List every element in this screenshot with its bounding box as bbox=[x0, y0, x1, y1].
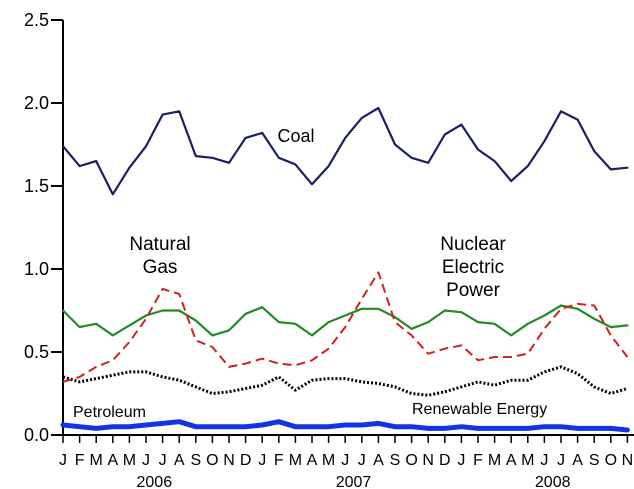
x-tick-label: D bbox=[240, 452, 252, 469]
annotation-line: Electric bbox=[442, 257, 504, 278]
x-tick-label: F bbox=[274, 452, 284, 469]
x-axis: JFMAMJJASONDJFMAMJJASONDJFMAMJJASOND2006… bbox=[59, 434, 634, 489]
x-tick-label: J bbox=[258, 452, 266, 469]
x-tick-label: M bbox=[123, 452, 136, 469]
y-tick-label: 1.5 bbox=[24, 176, 49, 196]
x-tick-label: A bbox=[307, 452, 318, 469]
series-line-petroleum bbox=[60, 419, 630, 433]
series-line-natural-gas bbox=[62, 271, 629, 383]
annotation-label: Coal bbox=[277, 126, 314, 146]
x-year-label: 2007 bbox=[336, 474, 372, 489]
x-tick-label: J bbox=[159, 452, 167, 469]
x-tick-label: N bbox=[422, 452, 434, 469]
x-tick-label: N bbox=[622, 452, 634, 469]
annotation-layer: Coal Natural Gas Nuclear Electric Power Petrol… bbox=[73, 126, 547, 421]
annotation-line: Nuclear bbox=[440, 234, 506, 255]
y-tick-label: 2.5 bbox=[24, 10, 49, 30]
x-tick-label: S bbox=[589, 452, 600, 469]
annotation-line: Gas bbox=[143, 257, 178, 278]
x-tick-label: J bbox=[557, 452, 565, 469]
series-line-coal bbox=[61, 106, 629, 196]
annotation-label: Natural Gas bbox=[129, 234, 190, 278]
x-tick-label: M bbox=[521, 452, 534, 469]
y-tick-label: 1.0 bbox=[24, 259, 49, 279]
x-tick-label: M bbox=[322, 452, 335, 469]
x-tick-label: A bbox=[506, 452, 517, 469]
x-tick-label: J bbox=[341, 452, 349, 469]
series-line-nuclear-electric-power bbox=[61, 304, 629, 337]
annotation-line: Renewable Energy bbox=[412, 401, 547, 418]
x-tick-label: O bbox=[206, 452, 218, 469]
x-tick-label: S bbox=[190, 452, 201, 469]
x-tick-label: S bbox=[390, 452, 401, 469]
x-tick-label: F bbox=[75, 452, 85, 469]
annotation-label: Petroleum bbox=[73, 404, 146, 421]
x-tick-label: M bbox=[289, 452, 302, 469]
x-year-label: 2006 bbox=[137, 474, 173, 489]
series-layer bbox=[60, 106, 630, 433]
x-tick-label: D bbox=[439, 452, 451, 469]
annotation-line: Petroleum bbox=[73, 404, 146, 421]
x-tick-label: J bbox=[59, 452, 67, 469]
x-tick-label: J bbox=[358, 452, 366, 469]
annotation-line: Power bbox=[446, 280, 501, 301]
x-tick-label: O bbox=[605, 452, 617, 469]
series-line-renewable-energy bbox=[62, 365, 628, 397]
y-tick-label: 0.5 bbox=[24, 342, 49, 362]
x-tick-label: N bbox=[223, 452, 235, 469]
annotation-line: Natural bbox=[129, 234, 190, 255]
x-tick-label: M bbox=[90, 452, 103, 469]
annotation-label: Nuclear Electric Power bbox=[440, 234, 506, 301]
y-axis: 0.0 0.5 1.0 1.5 2.0 2.5 bbox=[24, 10, 64, 445]
x-tick-label: A bbox=[107, 452, 118, 469]
x-tick-label: A bbox=[174, 452, 185, 469]
x-tick-label: J bbox=[540, 452, 548, 469]
annotation-line: Coal bbox=[277, 126, 314, 146]
annotation-label: Renewable Energy bbox=[412, 401, 547, 418]
x-year-label: 2008 bbox=[535, 474, 571, 489]
y-tick-label: 0.0 bbox=[24, 425, 49, 445]
x-tick-label: J bbox=[142, 452, 150, 469]
y-tick-label: 2.0 bbox=[24, 93, 49, 113]
x-tick-label: O bbox=[405, 452, 417, 469]
x-tick-label: J bbox=[457, 452, 465, 469]
x-tick-label: A bbox=[572, 452, 583, 469]
x-tick-label: A bbox=[373, 452, 384, 469]
x-tick-label: M bbox=[488, 452, 501, 469]
x-tick-label: F bbox=[473, 452, 483, 469]
